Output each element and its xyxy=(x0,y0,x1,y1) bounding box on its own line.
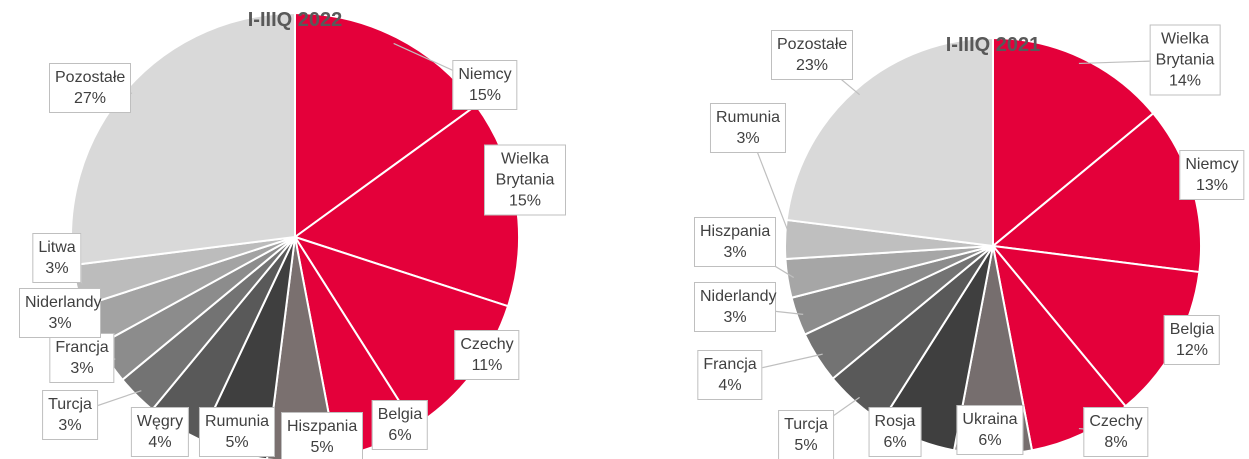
value-label: 6% xyxy=(883,434,907,451)
value-label: 8% xyxy=(1104,434,1128,451)
data-label: Węgry 4% xyxy=(130,407,190,457)
pie-slice xyxy=(992,36,1155,249)
value-label: 3% xyxy=(736,130,760,147)
chart-title: I-IIIQ 2021 xyxy=(946,34,1041,56)
data-label: Czechy 8% xyxy=(1083,407,1149,457)
value-label: 3% xyxy=(48,315,72,332)
value-label: 15% xyxy=(508,192,542,210)
chart-title: I-IIIQ 2022 xyxy=(248,9,343,31)
data-label: Hiszpania 5% xyxy=(281,412,363,459)
value-label: 3% xyxy=(70,360,94,377)
value-label: 4% xyxy=(148,434,172,451)
value-label: 13% xyxy=(1195,177,1229,194)
value-label: 23% xyxy=(795,57,829,74)
data-label: Niderlandy 3% xyxy=(694,282,776,332)
category-label: Czechy xyxy=(460,336,514,353)
data-label: Turcja 5% xyxy=(778,410,834,459)
category-label: Rosja xyxy=(874,413,916,430)
category-label: Hiszpania xyxy=(287,418,358,435)
category-label: Francja xyxy=(55,339,109,356)
pie-slice xyxy=(785,36,994,248)
category-label: Wielka Brytania xyxy=(1155,30,1215,69)
pie-slice xyxy=(70,11,296,267)
data-label: Francja 4% xyxy=(697,350,763,400)
data-label: Wielka Brytania 14% xyxy=(1149,24,1221,96)
data-label: Niemcy 15% xyxy=(452,60,518,110)
category-label: Hiszpania xyxy=(700,223,771,240)
category-label: Ukraina xyxy=(962,411,1018,428)
data-label: Wielka Brytania 15% xyxy=(484,144,566,216)
category-label: Belgia xyxy=(377,406,423,423)
data-label: Rumunia 3% xyxy=(709,103,787,153)
value-label: 5% xyxy=(794,437,818,454)
data-label: Belgia 12% xyxy=(1163,315,1221,365)
value-label: 14% xyxy=(1168,72,1202,90)
data-label: Ukraina 6% xyxy=(956,405,1024,455)
value-label: 27% xyxy=(73,90,107,107)
value-label: 3% xyxy=(58,417,82,434)
category-label: Pozostałe xyxy=(55,69,126,86)
value-label: 3% xyxy=(45,260,69,277)
data-label: Litwa 3% xyxy=(32,233,82,283)
category-label: Niemcy xyxy=(458,66,512,83)
data-label: Pozostałe 23% xyxy=(771,30,853,80)
category-label: Niderlandy xyxy=(700,288,777,305)
data-label: Francja 3% xyxy=(49,333,115,383)
value-label: 12% xyxy=(1175,342,1209,359)
value-label: 3% xyxy=(723,309,747,326)
data-label: Rosja 6% xyxy=(868,407,922,457)
value-label: 3% xyxy=(723,244,747,261)
data-label: Pozostałe 27% xyxy=(49,63,131,113)
category-label: Pozostałe xyxy=(777,36,848,53)
category-label: Litwa xyxy=(38,239,76,256)
category-label: Węgry xyxy=(136,413,184,430)
category-label: Rumunia xyxy=(204,413,270,430)
value-label: 5% xyxy=(225,434,249,451)
value-label: 6% xyxy=(388,427,412,444)
value-label: 5% xyxy=(310,439,334,456)
data-label: Czechy 11% xyxy=(454,330,520,380)
value-label: 4% xyxy=(718,377,742,394)
category-label: Niderlandy xyxy=(25,294,102,311)
data-label: Rumunia 5% xyxy=(198,407,276,457)
value-label: 6% xyxy=(978,432,1002,449)
data-label: Niemcy 13% xyxy=(1179,150,1245,200)
data-label: Turcja 3% xyxy=(42,390,98,440)
category-label: Wielka Brytania xyxy=(495,150,555,189)
category-label: Niemcy xyxy=(1185,156,1239,173)
category-label: Turcja xyxy=(784,416,828,433)
category-label: Rumunia xyxy=(715,109,781,126)
data-label: Niderlandy 3% xyxy=(19,288,101,338)
category-label: Belgia xyxy=(1169,321,1215,338)
value-label: 15% xyxy=(468,87,502,104)
value-label: 11% xyxy=(471,357,503,374)
category-label: Turcja xyxy=(48,396,92,413)
data-label: Hiszpania 3% xyxy=(694,217,776,267)
category-label: Francja xyxy=(703,356,757,373)
category-label: Czechy xyxy=(1089,413,1143,430)
data-label: Belgia 6% xyxy=(371,400,429,450)
